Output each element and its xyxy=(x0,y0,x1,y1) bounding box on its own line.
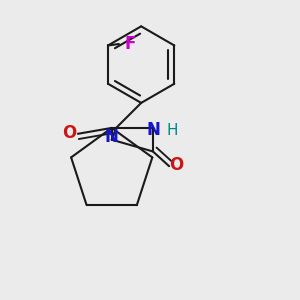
Text: O: O xyxy=(62,124,77,142)
Text: O: O xyxy=(169,156,184,174)
Text: H: H xyxy=(166,123,178,138)
Text: N: N xyxy=(146,121,160,139)
Text: F: F xyxy=(124,35,136,53)
Text: N: N xyxy=(105,128,119,146)
